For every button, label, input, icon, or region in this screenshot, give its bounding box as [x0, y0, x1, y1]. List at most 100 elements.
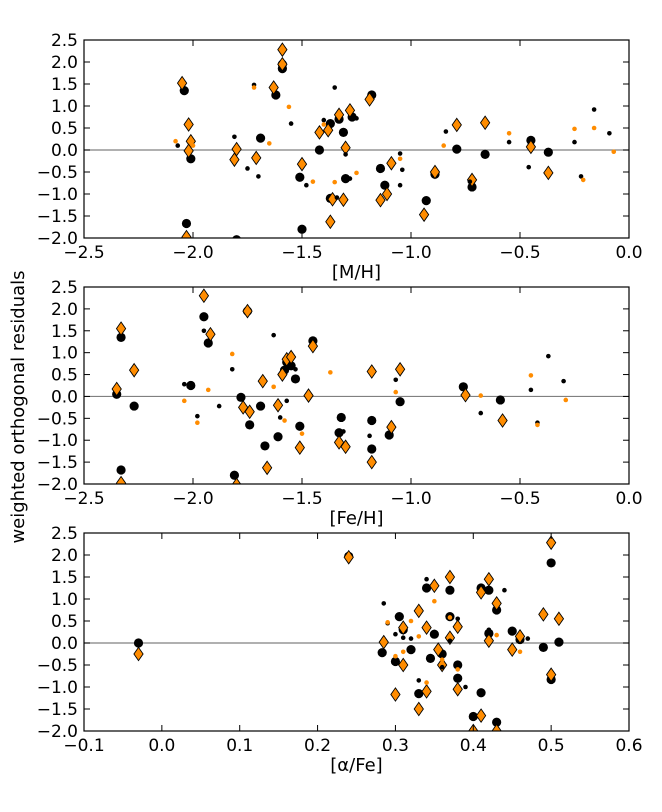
panel-feh: 2.52.01.51.00.50.0−0.5−1.0−1.5−2.0−2.5 −2…	[37, 278, 643, 529]
point-black-small	[607, 130, 612, 136]
point-orange-diamond	[268, 80, 279, 95]
point-orange-diamond	[386, 155, 397, 171]
point-orange-small	[205, 387, 211, 393]
point-orange-diamond	[111, 381, 122, 397]
point-black-large	[507, 626, 517, 636]
point-black-large	[492, 717, 502, 727]
point-black-large	[406, 645, 416, 655]
point-black-small	[400, 635, 406, 641]
point-orange-diamond	[452, 619, 463, 635]
point-black-large	[375, 163, 386, 174]
point-black-small	[397, 151, 403, 156]
point-orange-diamond	[198, 288, 210, 304]
y-tick-label: −0.5	[37, 656, 78, 676]
point-black-large	[273, 432, 283, 442]
point-black-large	[484, 585, 494, 595]
point-black-large	[445, 585, 455, 595]
point-orange-diamond	[444, 569, 456, 585]
x-axis-label: [M/H]	[332, 262, 381, 283]
point-black-large	[538, 642, 548, 653]
point-black-small	[408, 636, 414, 641]
x-tick-label: 0.2	[304, 736, 331, 756]
point-orange-diamond	[244, 404, 255, 420]
point-orange-diamond	[325, 214, 336, 230]
point-black-large	[255, 133, 266, 143]
point-black-large	[181, 218, 192, 229]
point-orange-diamond	[344, 103, 356, 118]
point-black-small	[256, 174, 261, 179]
point-orange-diamond	[483, 633, 495, 649]
point-black-large	[295, 172, 305, 182]
point-black-large	[425, 653, 436, 664]
point-orange-small	[397, 156, 403, 162]
point-black-large	[543, 147, 553, 157]
point-black-small	[284, 398, 290, 404]
y-tick-label: 1.5	[51, 322, 78, 342]
y-tick-label: −0.5	[37, 163, 78, 183]
shared-y-axis-label: weighted orthogonal residuals	[8, 270, 29, 543]
point-orange-diamond	[479, 115, 491, 131]
point-orange-diamond	[398, 657, 409, 673]
point-black-large	[390, 656, 401, 667]
axes-frame	[83, 39, 630, 239]
point-black-large	[367, 444, 377, 454]
point-black-large	[453, 673, 463, 683]
point-orange-diamond	[314, 125, 325, 140]
point-orange-diamond	[307, 338, 319, 354]
point-black-small	[439, 664, 445, 670]
x-tick-label: 0.0	[615, 489, 642, 509]
point-orange-diamond	[183, 117, 194, 132]
point-orange-diamond	[398, 620, 409, 635]
point-orange-diamond	[394, 361, 406, 377]
point-black-large	[338, 127, 349, 137]
point-orange-small	[408, 618, 414, 624]
point-orange-diamond	[491, 723, 502, 731]
x-tick-label: −2.5	[63, 243, 104, 263]
x-tick-label: −1.5	[281, 243, 322, 263]
point-black-small	[216, 403, 222, 409]
point-orange-diamond	[475, 708, 487, 723]
point-orange-small	[572, 126, 577, 132]
point-black-small	[341, 429, 346, 434]
point-black-small	[467, 179, 473, 184]
point-orange-diamond	[497, 413, 508, 428]
point-orange-small	[321, 122, 327, 127]
x-tick-label: 0.1	[226, 736, 253, 756]
y-tick-label: −0.5	[37, 409, 78, 429]
point-orange-diamond	[366, 454, 377, 470]
axes-frame	[83, 286, 630, 485]
point-black-small	[578, 174, 584, 179]
point-black-small	[381, 601, 387, 606]
point-orange-diamond	[538, 607, 549, 622]
point-orange-small	[611, 149, 617, 155]
x-tick-label: 0.0	[148, 736, 175, 756]
point-black-large	[232, 235, 241, 238]
data-markers	[111, 288, 569, 484]
point-orange-diamond	[421, 620, 432, 635]
point-black-large	[336, 412, 346, 423]
point-black-small	[447, 638, 453, 644]
point-orange-diamond	[251, 150, 262, 166]
point-black-small	[304, 182, 309, 188]
y-tick-label: 0.0	[51, 634, 78, 654]
point-orange-small	[416, 634, 422, 639]
point-orange-small	[517, 649, 523, 655]
point-orange-diamond	[545, 535, 557, 551]
point-orange-diamond	[507, 642, 518, 657]
y-tick-label: 2.5	[51, 31, 78, 51]
point-orange-diamond	[413, 701, 424, 717]
point-black-large	[421, 196, 431, 206]
point-black-small	[367, 433, 372, 439]
y-tick-label: −2.0	[37, 722, 78, 742]
y-tick-label: 2.5	[51, 524, 78, 544]
point-orange-diamond	[232, 477, 242, 484]
y-tick-label: 2.0	[51, 546, 78, 566]
point-black-small	[546, 353, 551, 359]
point-orange-diamond	[338, 192, 349, 208]
point-black-large	[394, 612, 404, 622]
y-tick-label: −2.0	[37, 475, 78, 495]
axes-frame	[83, 532, 630, 732]
x-tick-label: 0.5	[538, 736, 565, 756]
point-orange-diamond	[545, 667, 557, 683]
y-tick-label: 1.0	[51, 344, 78, 364]
